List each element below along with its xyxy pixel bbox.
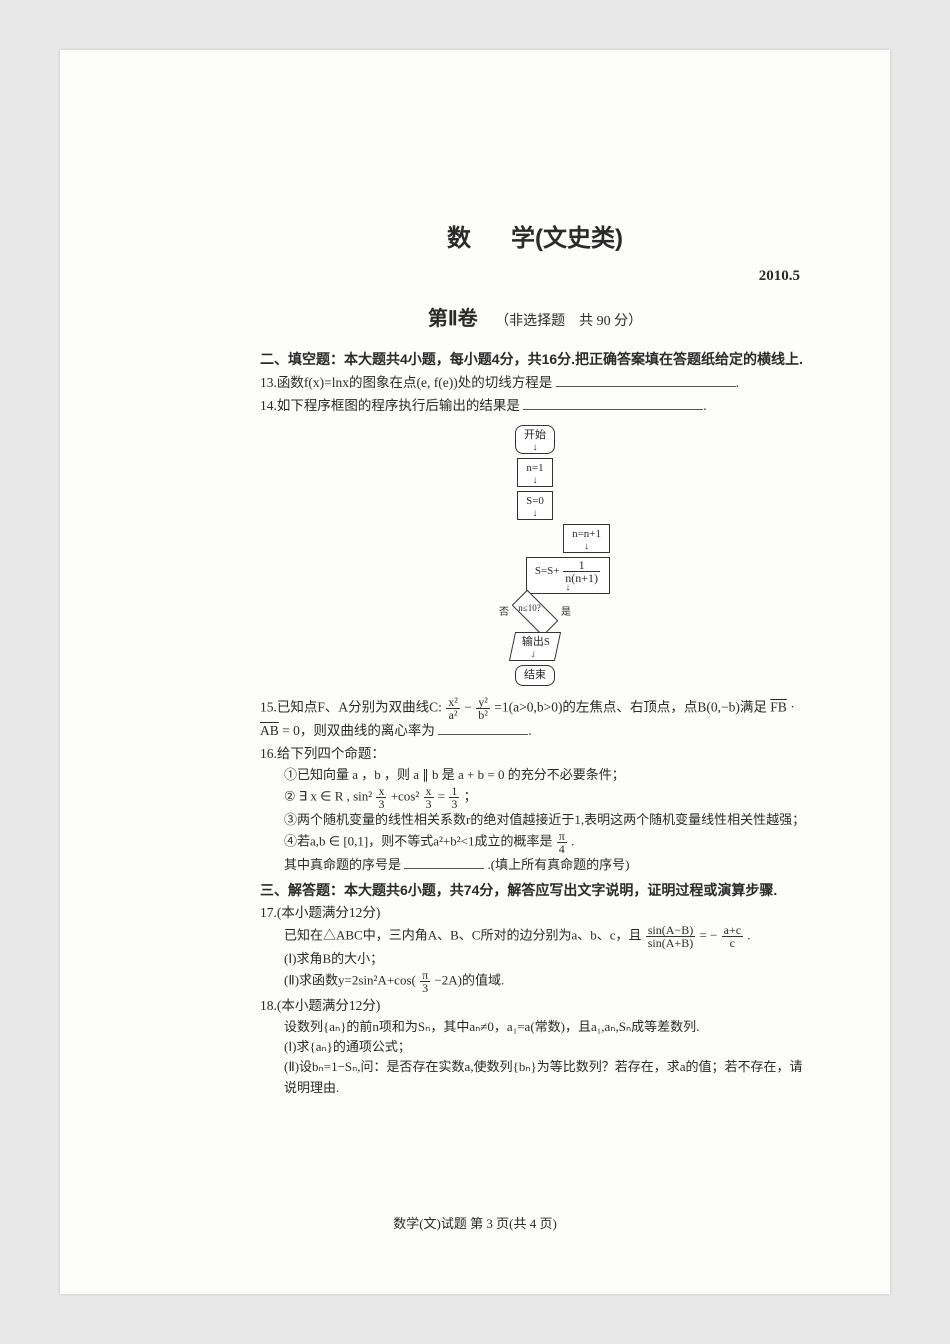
q16-p4b: .	[571, 834, 574, 849]
q16-p4a: ④若a,b ∈ [0,1]，则不等式a²+b²<1成立的概率是	[284, 834, 552, 849]
q18-p1: (Ⅰ)求{aₙ}的通项公式；	[284, 1037, 810, 1057]
q16-p2d: ；	[464, 789, 477, 804]
q17f2d: c	[722, 937, 743, 949]
q17-f1: sin(A−B)sin(A+B)	[646, 924, 695, 949]
q16-p4: ④若a,b ∈ [0,1]，则不等式a²+b²<1成立的概率是 π4 .	[284, 830, 810, 855]
q16-p1: ①已知向量 a ，b ，则 a ∥ b 是 a + b = 0 的充分不必要条件…	[284, 765, 810, 785]
q17: 17.(本小题满分12分) 已知在△ABC中，三内角A、B、C所对的边分别为a、…	[260, 903, 810, 994]
p2f1d: 3	[376, 798, 386, 810]
q16-blank	[404, 855, 484, 869]
juan-subtitle: （非选择题 共 90 分）	[495, 314, 642, 329]
section3-head: 三、解答题：本大题共6小题，共74分，解答应写出文字说明，证明过程或演算步骤.	[260, 880, 810, 902]
q16-p2b: +cos²	[391, 789, 420, 804]
fc-s-frac-d: n(n+1)	[563, 572, 600, 584]
q14: 14.如下程序框图的程序执行后输出的结果是 .	[260, 396, 810, 417]
page: 数 学(文史类) 2010.5 第Ⅱ卷 （非选择题 共 90 分） 二、填空题：…	[60, 50, 890, 1294]
fc-s-frac: 1 n(n+1)	[563, 559, 600, 584]
fc-yes: 是	[561, 605, 571, 621]
fc-out-text: 输出S	[522, 634, 550, 651]
q16-p4f: π4	[557, 830, 567, 855]
title-left: 数	[447, 225, 471, 252]
q16-p2c: =	[438, 789, 445, 804]
q17-head: 17.(本小题满分12分)	[260, 903, 810, 924]
q18-head: 18.(本小题满分12分)	[260, 996, 810, 1017]
q15-vec2: AB	[260, 723, 279, 738]
q15-vec1: FB	[770, 700, 787, 715]
fc-s-step: S=S+ 1 n(n+1)	[526, 557, 610, 594]
p2f3d: 3	[449, 798, 459, 810]
q15-f1d: a²	[446, 709, 460, 721]
q17-p2b: −2A)的值域.	[434, 973, 504, 988]
p4fd: 4	[557, 843, 567, 855]
fc-end: 结束	[515, 665, 555, 686]
page-footer: 数学(文)试题 第 3 页(共 4 页)	[60, 1214, 890, 1234]
q16-tail-b: .(填上所有真命题的序号)	[488, 857, 630, 872]
q16-head: 16.给下列四个命题：	[260, 744, 810, 765]
fc-s-init: S=0	[517, 491, 553, 520]
q17-eq: = −	[699, 928, 717, 943]
q17f3d: 3	[420, 982, 430, 994]
juan-title: 第Ⅱ卷	[428, 308, 478, 330]
p2f2d: 3	[424, 798, 434, 810]
q17-f3: π3	[420, 969, 430, 994]
juan-header: 第Ⅱ卷 （非选择题 共 90 分）	[260, 304, 810, 335]
q16-p2: ② ∃ x ∈ R , sin² x3 +cos² x3 = 13 ；	[284, 785, 810, 810]
q14-text: 14.如下程序框图的程序执行后输出的结果是	[260, 398, 520, 413]
q13-text: 13.函数f(x)=lnx的图象在点(e, f(e))处的切线方程是	[260, 375, 552, 390]
q17-p2: (Ⅱ)求函数y=2sin²A+cos( π3 −2A)的值域.	[284, 969, 810, 994]
q15-f2d: b²	[476, 709, 490, 721]
fc-n-step: n=n+1	[563, 524, 610, 553]
q16-p3: ③两个随机变量的线性相关系数r的绝对值越接近于1,表明这两个随机变量线性相关性越…	[284, 810, 810, 830]
fc-cond-row: 否 n≤10? 是	[499, 596, 571, 630]
q13-blank	[556, 373, 736, 387]
q16-p2f3: 13	[449, 785, 459, 810]
q18: 18.(本小题满分12分) 设数列{aₙ}的前n项和为Sₙ，其中aₙ≠0，a₁=…	[260, 996, 810, 1097]
q17-body-a: 已知在△ABC中，三内角A、B、C所对的边分别为a、b、c，且	[284, 928, 642, 943]
q16-p2a: ② ∃ x ∈ R , sin²	[284, 789, 372, 804]
fc-start: 开始	[515, 425, 555, 454]
title-right: 学(文史类)	[511, 225, 623, 252]
q17-body: 已知在△ABC中，三内角A、B、C所对的边分别为a、b、c，且 sin(A−B)…	[284, 924, 810, 949]
q15-dot: ·	[790, 700, 795, 715]
q15-blank	[438, 721, 528, 735]
q17-f2: a+cc	[722, 924, 743, 949]
q18-p2: (Ⅱ)设bₙ=1−Sₙ,问：是否存在实数a,使数列{bₙ}为等比数列？若存在，求…	[284, 1057, 810, 1097]
fc-out: 输出S	[509, 632, 561, 661]
q15: 15.已知点F、A分别为双曲线C: x² a² − y² b² =1(a>0,b…	[260, 696, 810, 742]
q18-body: 设数列{aₙ}的前n项和为Sₙ，其中aₙ≠0，a₁=a(常数)，且a₁,aₙ,S…	[284, 1017, 810, 1037]
q15-minus: −	[464, 700, 472, 715]
fc-no: 否	[499, 605, 509, 621]
fc-loop: n=n+1 S=S+ 1 n(n+1)	[460, 522, 610, 596]
q13: 13.函数f(x)=lnx的图象在点(e, f(e))处的切线方程是 .	[260, 373, 810, 394]
fc-cond-text: n≤10?	[518, 602, 540, 616]
date: 2010.5	[260, 265, 810, 288]
flowchart: 开始 n=1 S=0 n=n+1 S=S+ 1 n(n+1) 否 n≤10? 是…	[450, 423, 620, 688]
q14-blank	[523, 396, 703, 410]
q16-p2f2: x3	[424, 785, 434, 810]
q17-p1: (Ⅰ)求角B的大小；	[284, 949, 810, 969]
q15-a: 15.已知点F、A分别为双曲线C:	[260, 700, 442, 715]
q16: 16.给下列四个命题： ①已知向量 a ，b ，则 a ∥ b 是 a + b …	[260, 744, 810, 875]
q16-tail: 其中真命题的序号是 .(填上所有真命题的序号)	[284, 855, 810, 875]
fc-cond: n≤10?	[512, 590, 559, 637]
section2-head: 二、填空题：本大题共4小题，每小题4分，共16分.把正确答案填在答题纸给定的横线…	[260, 349, 810, 371]
q16-p2f1: x3	[376, 785, 386, 810]
q15-eq0: = 0，则双曲线的离心率为	[282, 723, 435, 738]
doc-title: 数 学(文史类)	[260, 220, 810, 257]
fc-n-init: n=1	[517, 458, 552, 487]
q15-frac2: y² b²	[476, 696, 490, 721]
q17-p2a: (Ⅱ)求函数y=2sin²A+cos(	[284, 973, 416, 988]
q15-b: =1(a>0,b>0)的左焦点、右顶点，点B(0,−b)满足	[494, 700, 767, 715]
q16-tail-a: 其中真命题的序号是	[284, 857, 401, 872]
fc-s-step-label: S=S+	[535, 565, 560, 577]
q17-body-b: .	[747, 928, 750, 943]
q17f1d: sin(A+B)	[646, 937, 695, 949]
q15-frac1: x² a²	[446, 696, 460, 721]
